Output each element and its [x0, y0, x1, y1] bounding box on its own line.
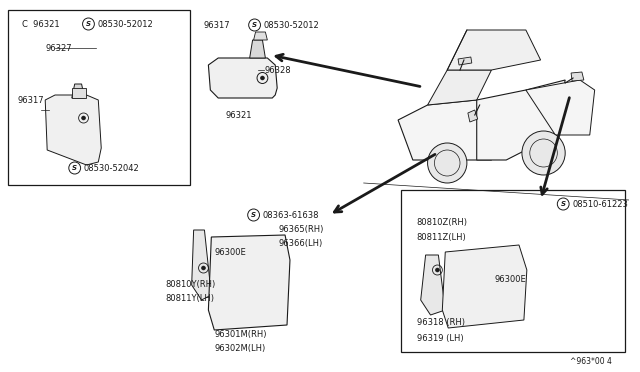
- Polygon shape: [447, 30, 541, 70]
- Circle shape: [428, 143, 467, 183]
- Text: 96365(RH): 96365(RH): [278, 224, 324, 234]
- Bar: [401, 190, 625, 352]
- Polygon shape: [420, 255, 445, 315]
- Polygon shape: [398, 100, 506, 160]
- Polygon shape: [191, 230, 211, 300]
- Text: S: S: [72, 165, 77, 171]
- Polygon shape: [571, 72, 584, 81]
- Bar: [8, 10, 189, 185]
- Text: 96300E: 96300E: [495, 276, 526, 285]
- Polygon shape: [458, 57, 472, 65]
- Text: S: S: [86, 21, 91, 27]
- Text: ^963*00 4: ^963*00 4: [570, 357, 611, 366]
- Circle shape: [522, 131, 565, 175]
- Text: 96319 (LH): 96319 (LH): [417, 334, 463, 343]
- Polygon shape: [45, 95, 101, 165]
- Text: 80810Y(RH): 80810Y(RH): [165, 280, 216, 289]
- Circle shape: [202, 266, 205, 270]
- Circle shape: [81, 116, 86, 120]
- Text: 80811Y(LH): 80811Y(LH): [165, 295, 214, 304]
- Text: S: S: [252, 22, 257, 28]
- Polygon shape: [72, 88, 86, 98]
- Polygon shape: [209, 58, 277, 98]
- Text: 08510-61223: 08510-61223: [572, 199, 628, 208]
- Polygon shape: [72, 84, 84, 98]
- Text: 96300E: 96300E: [214, 247, 246, 257]
- Text: 96301M(RH): 96301M(RH): [214, 330, 267, 340]
- Polygon shape: [428, 70, 492, 105]
- Polygon shape: [209, 235, 290, 330]
- Text: 08530-52042: 08530-52042: [84, 164, 140, 173]
- Text: 96317: 96317: [18, 96, 44, 105]
- Text: 96302M(LH): 96302M(LH): [214, 344, 266, 353]
- Text: 96328: 96328: [264, 65, 291, 74]
- Circle shape: [260, 76, 264, 80]
- Polygon shape: [250, 40, 266, 58]
- Text: 96321: 96321: [225, 110, 252, 119]
- Polygon shape: [477, 80, 565, 160]
- Text: 08530-52012: 08530-52012: [264, 20, 319, 29]
- Text: 80810Z(RH): 80810Z(RH): [417, 218, 468, 227]
- Text: 96318 (RH): 96318 (RH): [417, 317, 465, 327]
- Circle shape: [435, 268, 440, 272]
- Text: 80811Z(LH): 80811Z(LH): [417, 232, 467, 241]
- Polygon shape: [468, 110, 477, 122]
- Text: 96366(LH): 96366(LH): [278, 238, 323, 247]
- Text: S: S: [561, 201, 566, 207]
- Text: 96327: 96327: [45, 44, 72, 52]
- Text: S: S: [251, 212, 256, 218]
- Polygon shape: [253, 32, 268, 40]
- Text: 08363-61638: 08363-61638: [262, 211, 319, 219]
- Polygon shape: [526, 80, 595, 135]
- Text: C  96321: C 96321: [22, 19, 60, 29]
- Text: 08530-52012: 08530-52012: [97, 19, 153, 29]
- Text: 96317: 96317: [204, 20, 230, 29]
- Polygon shape: [442, 245, 527, 328]
